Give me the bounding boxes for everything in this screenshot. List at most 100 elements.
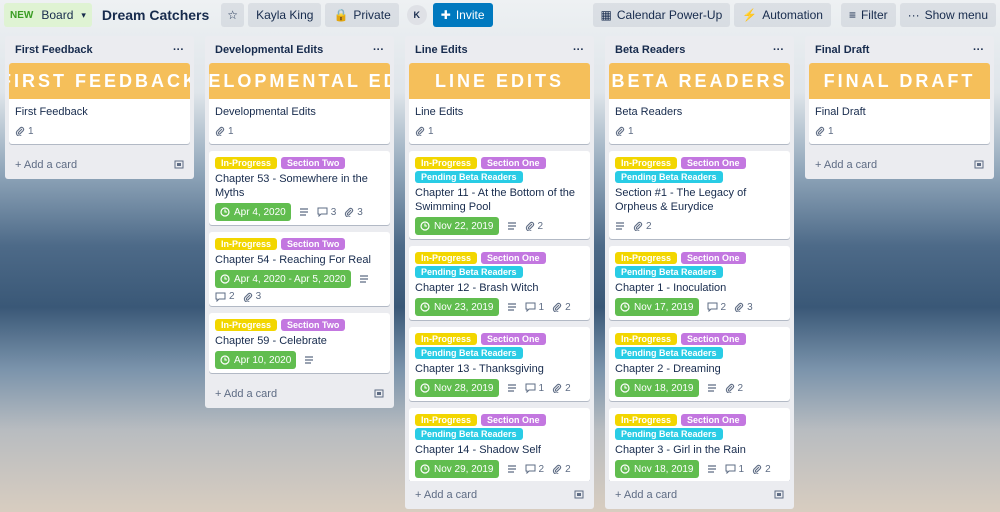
add-card-text: Add a card <box>223 388 278 400</box>
powerup-button[interactable]: ▦ Calendar Power-Up <box>592 3 731 27</box>
clock-icon <box>420 221 430 231</box>
card-list: FINAL DRAFT Final Draft 1 <box>805 63 994 151</box>
card[interactable]: BETA READERS Beta Readers 1 <box>609 63 790 144</box>
comment-count: 1 <box>538 382 545 394</box>
attachment-count: 1 <box>828 125 834 137</box>
card[interactable]: In-Progress Section One Pending Beta Reade… <box>609 408 790 481</box>
badge-row: 1 <box>615 122 784 140</box>
card[interactable]: In-Progress Section Two Chapter 54 - Reach… <box>209 232 390 306</box>
clock-icon <box>220 274 230 284</box>
add-card[interactable]: + Add a card <box>405 481 594 509</box>
label: Pending Beta Readers <box>415 428 523 440</box>
attachments-badge: 2 <box>725 382 744 394</box>
label: In-Progress <box>615 252 678 264</box>
add-card-label: + Add a card <box>815 159 878 171</box>
list-menu[interactable]: ··· <box>373 43 384 56</box>
menu: Show menu <box>924 8 988 22</box>
badge-row: Nov 17, 2019 2 3 <box>615 298 784 316</box>
board-switcher[interactable]: NEW Board ▾ <box>4 3 92 27</box>
date-text: Apr 4, 2020 - Apr 5, 2020 <box>234 273 346 285</box>
add-card[interactable]: + Add a card <box>5 151 194 179</box>
menu-button[interactable]: ··· Show menu <box>899 3 996 27</box>
description-icon <box>707 383 717 393</box>
card[interactable]: In-Progress Section One Pending Beta Reade… <box>609 151 790 239</box>
badge-row: Nov 18, 2019 2 <box>615 379 784 397</box>
label: Section One <box>481 252 546 264</box>
filter-button[interactable]: ≡ Filter <box>840 3 896 27</box>
list-header: Final Draft ··· <box>805 36 994 63</box>
clock-icon <box>420 383 430 393</box>
card-list: DEVELOPMENTAL EDITS Developmental Edits 1 I… <box>205 63 394 380</box>
card[interactable]: In-Progress Section One Pending Beta Reade… <box>609 246 790 320</box>
add-card-text: Add a card <box>823 159 878 171</box>
attachment-count: 3 <box>357 206 363 218</box>
clock-icon <box>620 383 630 393</box>
automation-button[interactable]: ⚡ Automation <box>734 3 831 27</box>
card-body: Final Draft 1 <box>809 99 990 144</box>
comments-badge: 2 <box>707 302 726 313</box>
card-title: Chapter 13 - Thanksgiving <box>415 363 544 375</box>
add-card[interactable]: + Add a card <box>605 481 794 509</box>
attachment-count: 2 <box>737 382 744 394</box>
card[interactable]: FINAL DRAFT Final Draft 1 <box>809 63 990 144</box>
label: In-Progress <box>615 157 678 169</box>
label: Section One <box>681 252 746 264</box>
card-body: Line Edits 1 <box>409 99 590 144</box>
card[interactable]: In-Progress Section One Pending Beta Reade… <box>409 408 590 481</box>
list-menu[interactable]: ··· <box>173 43 184 56</box>
visibility-button[interactable]: 🔒 Private <box>325 3 399 27</box>
member-name: Kayla King <box>256 8 314 22</box>
badge-row: Nov 23, 2019 1 2 <box>415 298 584 316</box>
card[interactable]: In-Progress Section One Pending Beta Reade… <box>409 327 590 401</box>
card-title: Final Draft <box>815 106 866 118</box>
member-button[interactable]: Kayla King <box>248 3 322 27</box>
comments-badge: 1 <box>725 463 745 475</box>
card[interactable]: DEVELOPMENTAL EDITS Developmental Edits 1 <box>209 63 390 144</box>
card-body: In-Progress Section Two Chapter 53 - Somew… <box>209 151 390 225</box>
description-icon <box>707 464 717 474</box>
add-card[interactable]: + Add a card <box>205 380 394 408</box>
clock-icon <box>420 464 430 474</box>
attachments-badge: 3 <box>344 207 363 218</box>
add-card-label: + Add a card <box>615 489 678 501</box>
comments-badge: 2 <box>525 464 544 475</box>
label: Section One <box>681 414 746 426</box>
comment-count: 1 <box>738 463 745 475</box>
badge-row: Nov 28, 2019 1 2 <box>415 379 584 397</box>
attachments-badge: 1 <box>415 126 434 137</box>
label-row: In-Progress Section One Pending Beta Reade… <box>415 414 584 440</box>
label: Pending Beta Readers <box>615 428 723 440</box>
card[interactable]: In-Progress Section Two Chapter 59 - Celeb… <box>209 313 390 373</box>
list-menu[interactable]: ··· <box>773 43 784 56</box>
card-title: Chapter 1 - Inoculation <box>615 282 727 294</box>
due-date: Nov 29, 2019 <box>415 460 499 478</box>
invite-button[interactable]: ✚ Invite <box>432 3 493 27</box>
card[interactable]: LINE EDITS Line Edits 1 <box>409 63 590 144</box>
card-body: In-Progress Section One Pending Beta Reade… <box>409 151 590 239</box>
date-text: Nov 22, 2019 <box>434 220 494 232</box>
card[interactable]: FIRST FEEDBACK First Feedback 1 <box>9 63 190 144</box>
card[interactable]: In-Progress Section One Pending Beta Reade… <box>409 246 590 320</box>
list-menu[interactable]: ··· <box>973 43 984 56</box>
card[interactable]: In-Progress Section One Pending Beta Reade… <box>609 327 790 401</box>
due-date: Nov 18, 2019 <box>615 460 699 478</box>
avatar[interactable]: K <box>406 5 427 25</box>
clock-icon <box>620 302 630 312</box>
comments-badge: 1 <box>525 302 544 313</box>
badge-row: Apr 4, 2020 3 3 <box>215 203 384 221</box>
card-cover: LINE EDITS <box>409 63 590 99</box>
card-title: Line Edits <box>415 106 464 118</box>
attachments-badge: 3 <box>243 291 261 302</box>
add-card[interactable]: + Add a card <box>805 151 994 179</box>
card[interactable]: In-Progress Section Two Chapter 53 - Somew… <box>209 151 390 225</box>
star-button[interactable]: ☆ <box>221 3 245 27</box>
description-icon <box>304 355 314 365</box>
label: Section Two <box>281 319 346 331</box>
card[interactable]: In-Progress Section One Pending Beta Reade… <box>409 151 590 239</box>
list-menu[interactable]: ··· <box>573 43 584 56</box>
label: Pending Beta Readers <box>415 266 523 278</box>
template-icon <box>574 490 584 500</box>
label-row: In-Progress Section One Pending Beta Reade… <box>615 333 784 359</box>
template-icon <box>974 160 984 170</box>
attachments-badge: 1 <box>615 126 634 137</box>
